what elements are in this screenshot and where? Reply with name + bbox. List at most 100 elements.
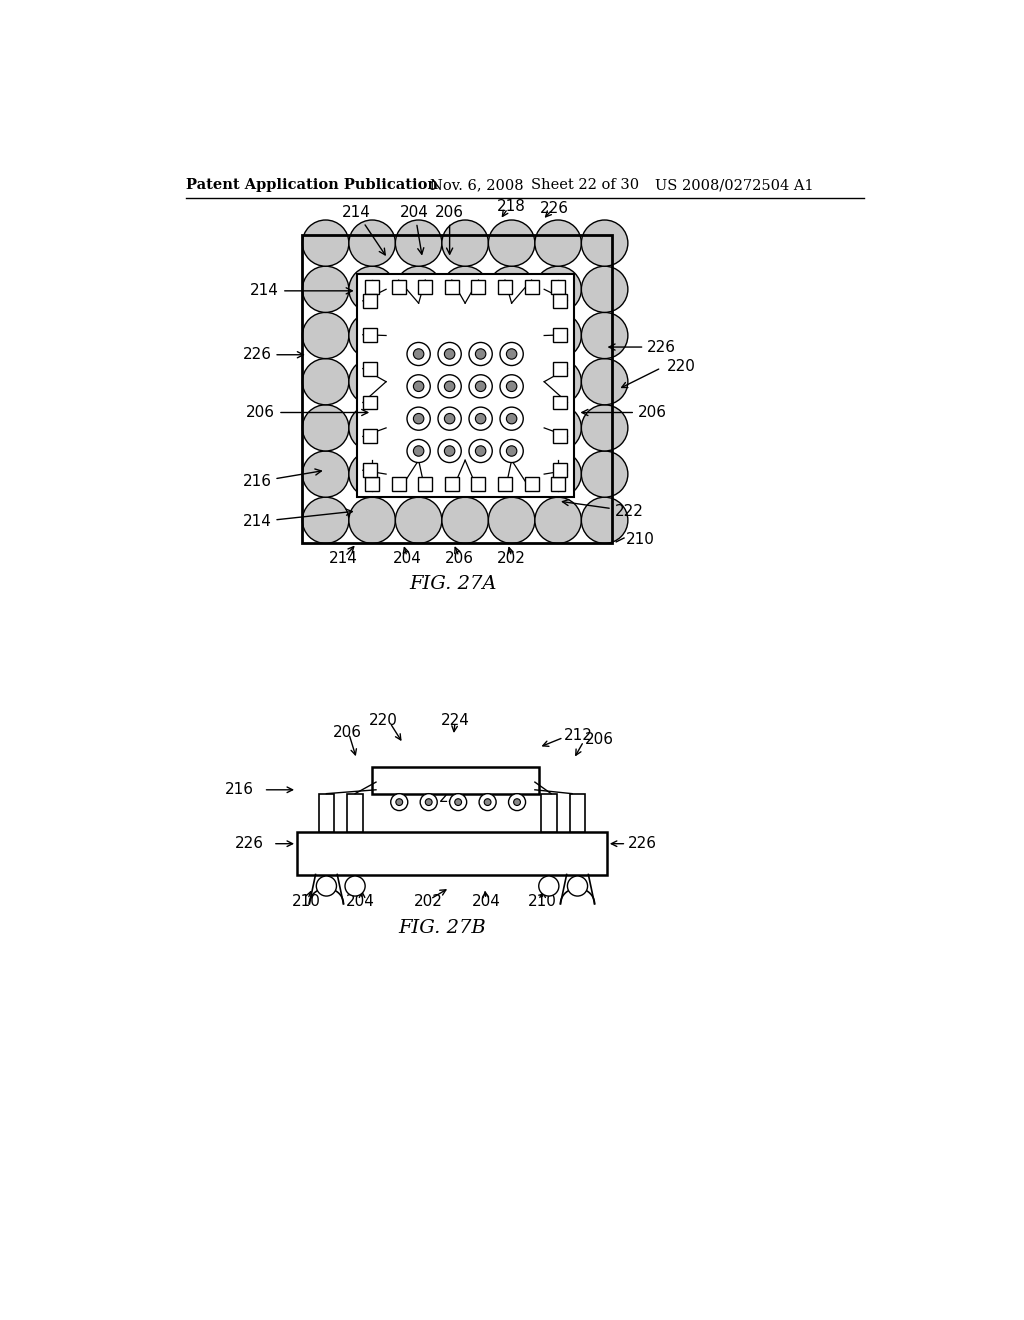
Circle shape bbox=[500, 342, 523, 366]
Bar bbox=[362, 396, 377, 409]
Circle shape bbox=[500, 440, 523, 462]
Circle shape bbox=[349, 359, 395, 405]
Circle shape bbox=[444, 446, 455, 457]
Bar bbox=[372, 767, 539, 793]
Circle shape bbox=[469, 342, 493, 366]
Circle shape bbox=[395, 359, 442, 405]
Circle shape bbox=[484, 799, 492, 805]
Circle shape bbox=[302, 359, 349, 405]
Text: Sheet 22 of 30: Sheet 22 of 30 bbox=[531, 178, 639, 193]
Text: 220: 220 bbox=[370, 713, 398, 729]
Text: 220: 220 bbox=[667, 359, 695, 374]
Bar bbox=[541, 793, 557, 832]
Bar bbox=[471, 280, 485, 294]
Circle shape bbox=[302, 220, 349, 267]
Circle shape bbox=[302, 267, 349, 313]
Circle shape bbox=[349, 451, 395, 498]
Text: 210: 210 bbox=[292, 894, 321, 909]
Circle shape bbox=[488, 451, 535, 498]
Text: 226: 226 bbox=[628, 836, 656, 851]
Circle shape bbox=[395, 220, 442, 267]
Circle shape bbox=[582, 359, 628, 405]
Text: 226: 226 bbox=[243, 347, 303, 362]
Text: US 2008/0272504 A1: US 2008/0272504 A1 bbox=[655, 178, 814, 193]
Bar bbox=[318, 793, 334, 832]
Circle shape bbox=[302, 405, 349, 451]
Bar bbox=[551, 478, 565, 491]
Text: 224: 224 bbox=[440, 713, 469, 729]
Text: 204: 204 bbox=[392, 552, 422, 566]
Text: 204: 204 bbox=[400, 205, 429, 255]
Bar bbox=[444, 478, 459, 491]
Bar bbox=[554, 294, 567, 308]
Circle shape bbox=[500, 375, 523, 397]
Circle shape bbox=[535, 220, 582, 267]
Text: FIG. 27A: FIG. 27A bbox=[410, 576, 498, 593]
Bar bbox=[362, 294, 377, 308]
Circle shape bbox=[442, 498, 488, 544]
Bar bbox=[554, 362, 567, 376]
Circle shape bbox=[395, 313, 442, 359]
Bar bbox=[366, 478, 379, 491]
Circle shape bbox=[302, 498, 349, 544]
Bar bbox=[471, 478, 485, 491]
Bar bbox=[554, 396, 567, 409]
Circle shape bbox=[349, 313, 395, 359]
Text: 210: 210 bbox=[627, 532, 655, 546]
Text: 218: 218 bbox=[498, 198, 526, 214]
Circle shape bbox=[567, 876, 588, 896]
Circle shape bbox=[535, 313, 582, 359]
Circle shape bbox=[420, 793, 437, 810]
Circle shape bbox=[507, 348, 517, 359]
Circle shape bbox=[444, 413, 455, 424]
Text: 214: 214 bbox=[329, 552, 357, 566]
Bar bbox=[524, 280, 539, 294]
Bar bbox=[347, 793, 362, 832]
Circle shape bbox=[582, 498, 628, 544]
Circle shape bbox=[475, 413, 485, 424]
Text: 210: 210 bbox=[528, 894, 557, 909]
Bar bbox=[418, 478, 432, 491]
Text: 206: 206 bbox=[582, 405, 667, 420]
Circle shape bbox=[582, 220, 628, 267]
Bar bbox=[362, 463, 377, 478]
Circle shape bbox=[438, 375, 461, 397]
Circle shape bbox=[407, 407, 430, 430]
Text: 206: 206 bbox=[586, 733, 614, 747]
Circle shape bbox=[507, 413, 517, 424]
Text: 222: 222 bbox=[562, 499, 643, 519]
Text: 216: 216 bbox=[225, 783, 254, 797]
Circle shape bbox=[488, 220, 535, 267]
Bar bbox=[554, 429, 567, 444]
Bar bbox=[444, 280, 459, 294]
Circle shape bbox=[349, 498, 395, 544]
Circle shape bbox=[407, 440, 430, 462]
Bar bbox=[362, 362, 377, 376]
Circle shape bbox=[442, 451, 488, 498]
Circle shape bbox=[316, 876, 337, 896]
Bar bbox=[362, 429, 377, 444]
Circle shape bbox=[442, 359, 488, 405]
Text: Patent Application Publication: Patent Application Publication bbox=[186, 178, 438, 193]
Circle shape bbox=[535, 451, 582, 498]
Circle shape bbox=[438, 342, 461, 366]
Circle shape bbox=[582, 405, 628, 451]
Circle shape bbox=[450, 793, 467, 810]
Circle shape bbox=[475, 446, 485, 457]
Circle shape bbox=[407, 342, 430, 366]
Circle shape bbox=[455, 799, 462, 805]
Circle shape bbox=[414, 413, 424, 424]
Circle shape bbox=[535, 359, 582, 405]
Circle shape bbox=[395, 451, 442, 498]
Circle shape bbox=[582, 451, 628, 498]
Circle shape bbox=[535, 498, 582, 544]
Circle shape bbox=[414, 381, 424, 392]
Circle shape bbox=[442, 220, 488, 267]
Bar bbox=[498, 280, 512, 294]
Text: 206: 206 bbox=[444, 552, 473, 566]
Text: 206: 206 bbox=[246, 405, 368, 420]
Circle shape bbox=[475, 348, 485, 359]
Circle shape bbox=[407, 375, 430, 397]
Circle shape bbox=[507, 446, 517, 457]
Text: 204: 204 bbox=[472, 894, 501, 909]
